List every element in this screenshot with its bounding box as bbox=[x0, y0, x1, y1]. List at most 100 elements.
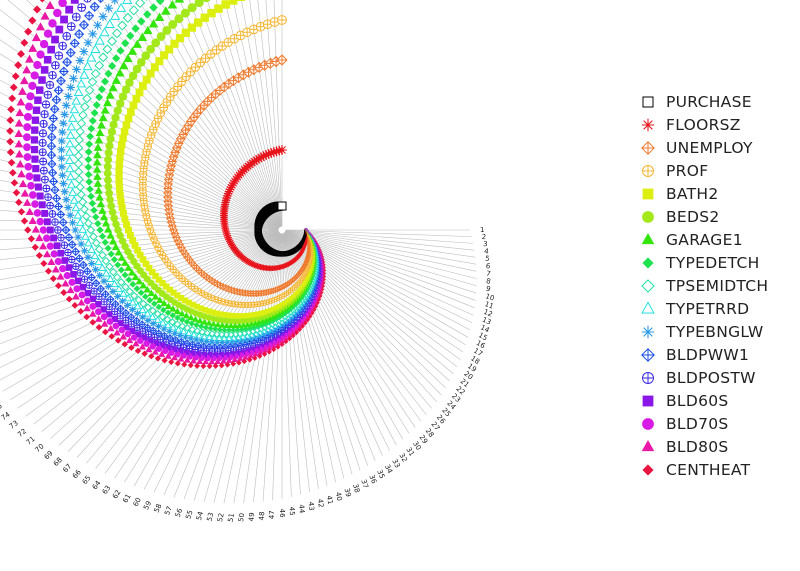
marker-centheat-105 bbox=[9, 83, 18, 92]
marker-tpsemidtch-112 bbox=[94, 60, 105, 71]
marker-typebnglw-94 bbox=[64, 203, 72, 212]
marker-typedetch-110 bbox=[97, 85, 106, 94]
marker-bldpww1-86 bbox=[78, 260, 88, 270]
marker-typebnglw-106 bbox=[62, 101, 71, 110]
marker-bld70s-106 bbox=[28, 81, 37, 90]
marker-bldpww1-94 bbox=[53, 201, 64, 212]
tick-label: 16 bbox=[475, 339, 487, 351]
marker-centheat-80 bbox=[77, 307, 85, 315]
marker-prof-136 bbox=[277, 15, 287, 25]
tick-label: 29 bbox=[417, 434, 429, 446]
marker-bld60s-98 bbox=[32, 165, 40, 173]
marker-typedetch-63 bbox=[212, 326, 219, 333]
marker-bldpww1-116 bbox=[89, 1, 100, 12]
spoke bbox=[285, 230, 475, 251]
legend-label: BLD80S bbox=[666, 437, 729, 456]
marker-beds2-121 bbox=[162, 26, 172, 35]
marker-centheat-64 bbox=[181, 361, 188, 368]
marker-bldpostw-101 bbox=[38, 138, 47, 147]
marker-bld80s-100 bbox=[14, 139, 24, 148]
marker-typebnglw-55 bbox=[243, 337, 250, 343]
marker-bath2-112 bbox=[132, 94, 141, 103]
marker-centheat-77 bbox=[95, 323, 103, 331]
legend-label: TYPEDETCH bbox=[666, 253, 760, 272]
marker-bldpww1-95 bbox=[51, 193, 62, 203]
marker-typedetch-93 bbox=[92, 213, 100, 221]
marker-bldpww1-113 bbox=[74, 29, 85, 40]
marker-centheat-57 bbox=[224, 361, 231, 368]
marker-typebnglw-99 bbox=[57, 162, 66, 171]
spoke bbox=[283, 232, 410, 434]
tick-label: 34 bbox=[383, 463, 394, 475]
marker-garage1-82 bbox=[131, 273, 140, 281]
tick-label: 8 bbox=[485, 277, 491, 286]
marker-bldpww1-75 bbox=[132, 316, 141, 325]
marker-bld70s-100 bbox=[23, 143, 31, 152]
marker-bldpostw-69 bbox=[162, 338, 170, 346]
marker-bath2-126 bbox=[200, 13, 209, 22]
marker-garage1-91 bbox=[104, 225, 113, 233]
marker-bldpww1-109 bbox=[58, 66, 69, 77]
marker-centheat-71 bbox=[134, 347, 142, 355]
marker-unemploy-96 bbox=[164, 205, 174, 215]
marker-bldpostw-107 bbox=[45, 80, 55, 90]
marker-bld70s-85 bbox=[63, 272, 71, 280]
tick-label: 69 bbox=[43, 449, 55, 461]
marker-centheat-78 bbox=[89, 318, 97, 326]
legend-symbol-typetrrd bbox=[641, 300, 655, 313]
marker-beds2-116 bbox=[136, 57, 146, 67]
marker-bath2-97 bbox=[116, 192, 124, 200]
marker-bldpostw-105 bbox=[41, 100, 51, 109]
marker-tpsemidtch-95 bbox=[78, 197, 88, 207]
tick-label: 62 bbox=[111, 489, 123, 501]
marker-typetrrd-110 bbox=[79, 69, 90, 79]
marker-bldpostw-110 bbox=[54, 51, 64, 60]
marker-bld80s-76 bbox=[107, 324, 115, 332]
marker-tpsemidtch-86 bbox=[101, 256, 111, 266]
spoke bbox=[0, 79, 279, 229]
tick-label: 14 bbox=[479, 323, 491, 334]
legend-symbol-beds2 bbox=[642, 210, 654, 223]
marker-centheat-100 bbox=[6, 137, 14, 146]
marker-beds2-115 bbox=[132, 64, 142, 74]
marker-typebnglw-56 bbox=[238, 338, 245, 344]
marker-floorsz-128 bbox=[256, 152, 266, 163]
marker-bld80s-94 bbox=[23, 198, 32, 206]
marker-floorsz-129 bbox=[258, 151, 269, 161]
marker-bldpww1-84 bbox=[87, 273, 96, 282]
marker-bld70s-70 bbox=[149, 343, 156, 350]
marker-bldpww1-78 bbox=[116, 304, 125, 313]
marker-bath2-104 bbox=[116, 147, 125, 156]
legend-marker-diamond-plus-icon bbox=[641, 140, 655, 155]
marker-typetrrd-92 bbox=[75, 217, 85, 226]
marker-garage1-76 bbox=[156, 296, 164, 303]
marker-bath2-106 bbox=[119, 134, 127, 142]
marker-bld70s-68 bbox=[162, 347, 169, 355]
spoke bbox=[285, 229, 472, 237]
tick-label: 32 bbox=[398, 452, 409, 464]
legend-label: TYPEBNGLW bbox=[666, 322, 764, 341]
marker-bld80s-60 bbox=[208, 358, 216, 365]
marker-typetrrd-105 bbox=[67, 113, 78, 122]
tick-label: 7 bbox=[485, 269, 491, 278]
marker-bld60s-86 bbox=[65, 264, 73, 271]
marker-bldpww1-89 bbox=[67, 240, 77, 250]
marker-bldpostw-91 bbox=[54, 226, 62, 234]
tick-label: 6 bbox=[485, 262, 491, 271]
marker-bld60s-84 bbox=[74, 277, 82, 285]
marker-typedetch-56 bbox=[243, 326, 249, 332]
spoke bbox=[197, 0, 282, 227]
marker-typedetch-113 bbox=[108, 61, 117, 71]
marker-typebnglw-82 bbox=[104, 282, 112, 290]
marker-bldpostw-102 bbox=[38, 129, 48, 138]
marker-bldpostw-108 bbox=[48, 70, 57, 80]
marker-tpsemidtch-97 bbox=[75, 182, 85, 192]
marker-beds2-118 bbox=[146, 44, 156, 54]
tick-label: 13 bbox=[481, 316, 492, 327]
marker-bldpostw-106 bbox=[43, 90, 52, 99]
marker-centheat-82 bbox=[65, 295, 73, 303]
marker-centheat-84 bbox=[55, 282, 62, 290]
marker-centheat-104 bbox=[8, 94, 17, 103]
spoke bbox=[265, 0, 283, 227]
spoke bbox=[223, 233, 282, 504]
